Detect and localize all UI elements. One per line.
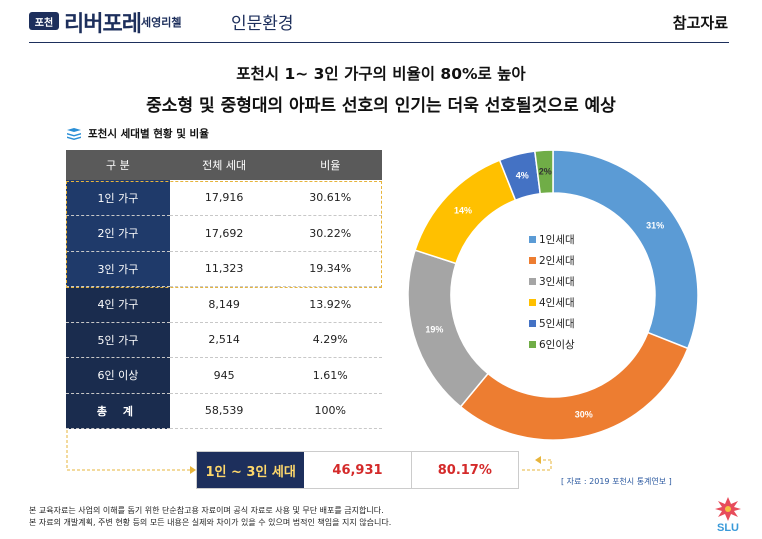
donut-slice bbox=[552, 149, 699, 350]
summary-label: 1인 ~ 3인 세대 bbox=[197, 452, 305, 488]
row-ratio: 4.29% bbox=[278, 322, 382, 358]
row-ratio: 30.61% bbox=[278, 180, 382, 216]
legend-swatch bbox=[529, 257, 536, 264]
row-count: 945 bbox=[169, 357, 279, 394]
table-row: 1인 가구 17,916 30.61% bbox=[66, 180, 382, 216]
layers-icon bbox=[67, 127, 81, 140]
subheading-text: 포천시 세대별 현황 및 비율 bbox=[88, 128, 209, 140]
source-note: [ 자료 : 2019 포천시 통계연보 ] bbox=[561, 477, 672, 486]
table-subheading: 포천시 세대별 현황 및 비율 bbox=[66, 126, 209, 141]
header-divider bbox=[29, 42, 729, 43]
table-row: 3인 가구 11,323 19.34% bbox=[66, 251, 382, 287]
row-ratio: 1.61% bbox=[278, 357, 382, 394]
svg-text:SLU: SLU bbox=[717, 522, 739, 533]
table-header-row: 구 분 전체 세대 비율 bbox=[66, 150, 382, 180]
summary-value: 46,931 bbox=[304, 452, 412, 488]
legend-label: 1인세대 bbox=[539, 234, 575, 246]
total-ratio: 100% bbox=[278, 393, 382, 429]
table-row: 2인 가구 17,692 30.22% bbox=[66, 215, 382, 252]
household-table: 구 분 전체 세대 비율 1인 가구 17,916 30.61% 2인 가구 1… bbox=[66, 150, 382, 429]
legend-label: 6인이상 bbox=[539, 339, 575, 351]
row-count: 11,323 bbox=[169, 251, 279, 287]
table-row: 6인 이상 945 1.61% bbox=[66, 357, 382, 394]
row-label: 1인 가구 bbox=[66, 180, 170, 216]
legend-label: 3인세대 bbox=[539, 276, 575, 288]
total-label: 총 계 bbox=[66, 393, 170, 429]
legend-swatch bbox=[529, 278, 536, 285]
col-header: 구 분 bbox=[66, 150, 170, 180]
brand-logo-text: 리버포레 bbox=[64, 12, 142, 37]
slice-data-label: 30% bbox=[575, 410, 593, 420]
donut-chart: 31% 30% 19% 14% 4% 2% 1인세대 2인세대 3인세대 4인세대 5인세대 6인이상 bbox=[407, 149, 699, 441]
donut-slice bbox=[459, 331, 689, 441]
company-logo: SLU bbox=[715, 497, 741, 533]
col-header: 비율 bbox=[278, 150, 382, 180]
legend-swatch bbox=[529, 320, 536, 327]
slice-data-label: 19% bbox=[425, 324, 443, 334]
row-ratio: 30.22% bbox=[278, 215, 382, 252]
legend-label: 4인세대 bbox=[539, 297, 575, 309]
footer-notes: 본 교육자료는 사업의 이해를 돕기 위한 단순참고용 자료이며 공식 자료로 … bbox=[29, 505, 391, 529]
region-badge: 포천 bbox=[29, 12, 59, 30]
row-count: 2,514 bbox=[169, 322, 279, 358]
donut-slice bbox=[533, 149, 554, 195]
row-label: 4인 가구 bbox=[66, 286, 170, 323]
headline-line1: 포천시 1~ 3인 가구의 비율이 80%로 높아 bbox=[236, 65, 526, 83]
donut-slice bbox=[407, 249, 490, 408]
slice-data-label: 4% bbox=[516, 170, 529, 180]
footer-note: 본 자료의 개발계획, 주변 현황 등의 모든 내용은 실제와 차이가 있을 수… bbox=[29, 518, 392, 527]
summary-percent: 80.17% bbox=[437, 462, 492, 478]
row-count: 17,692 bbox=[169, 215, 279, 252]
table-row: 5인 가구 2,514 4.29% bbox=[66, 322, 382, 358]
reference-tag: 참고자료 bbox=[672, 14, 728, 32]
row-count: 8,149 bbox=[169, 286, 279, 323]
row-label: 5인 가구 bbox=[66, 322, 170, 358]
row-ratio: 13.92% bbox=[278, 286, 382, 323]
table-total-row: 총 계 58,539 100% bbox=[66, 393, 382, 429]
row-count: 17,916 bbox=[169, 180, 279, 216]
summary-bar: 1인 ~ 3인 세대 46,931 80.17% bbox=[196, 451, 519, 489]
legend-label: 5인세대 bbox=[539, 318, 575, 330]
slice-data-label: 2% bbox=[539, 167, 552, 177]
slice-data-label: 14% bbox=[454, 205, 472, 215]
headline-line2: 중소형 및 중형대의 아파트 선호의 인기는 더욱 선호될것으로 예상 bbox=[146, 96, 616, 116]
row-label: 6인 이상 bbox=[66, 357, 170, 394]
section-title: 인문환경 bbox=[231, 14, 294, 34]
row-label: 2인 가구 bbox=[66, 215, 170, 252]
legend-swatch bbox=[529, 299, 536, 306]
total-count: 58,539 bbox=[169, 393, 279, 429]
footer-note: 본 교육자료는 사업의 이해를 돕기 위한 단순참고용 자료이며 공식 자료로 … bbox=[29, 506, 384, 515]
legend-swatch bbox=[529, 341, 536, 348]
col-header: 전체 세대 bbox=[169, 150, 279, 180]
legend-swatch bbox=[529, 236, 536, 243]
table-row: 4인 가구 8,149 13.92% bbox=[66, 286, 382, 323]
row-label: 3인 가구 bbox=[66, 251, 170, 287]
row-ratio: 19.34% bbox=[278, 251, 382, 287]
brand-sub-text: 세영리첼 bbox=[141, 16, 182, 29]
slice-data-label: 31% bbox=[646, 221, 664, 231]
legend-label: 2인세대 bbox=[539, 255, 575, 267]
